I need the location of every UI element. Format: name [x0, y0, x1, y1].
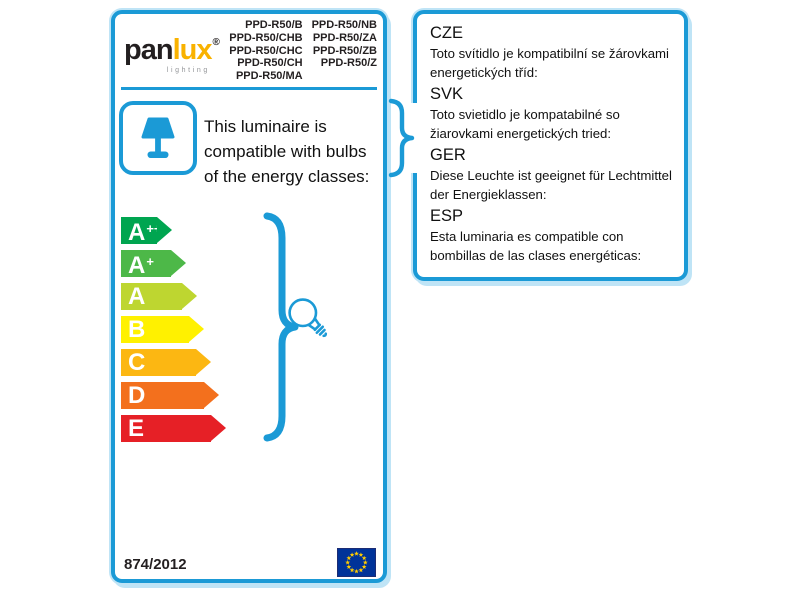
- eu-star-icon: [346, 555, 352, 561]
- eu-star-icon: [349, 552, 355, 557]
- eu-flag-stars: [345, 551, 368, 574]
- arrow-tip-icon: [211, 415, 226, 441]
- product-code: PPD-R50/ZA: [312, 31, 377, 44]
- arrow-tip-icon: [157, 217, 172, 243]
- eu-star-icon: [345, 559, 351, 565]
- language-code-esp: ESP: [430, 207, 464, 225]
- energy-class-label: B: [128, 315, 146, 343]
- language-text-svk: Toto svietidlo je kompatabilné so žiarov…: [430, 107, 620, 141]
- product-code-column-1: PPD-R50/B PPD-R50/CHB PPD-R50/CHC PPD-R50/C…: [229, 19, 302, 83]
- energy-label-panel: panlux® lighting PPD-R50/B PPD-R50/CHB PPD…: [111, 10, 387, 583]
- regulation-number: 874/2012: [124, 556, 187, 573]
- product-code: PPD-R50/B: [245, 19, 303, 31]
- arrow-tip-icon: [171, 250, 186, 276]
- energy-class-label: E: [128, 414, 145, 442]
- language-code-svk: SVK: [430, 85, 464, 103]
- registered-trademark-icon: ®: [212, 37, 220, 48]
- table-lamp-icon: [141, 117, 175, 158]
- energy-class-arrow: D: [121, 381, 219, 409]
- product-code: PPD-R50/Z: [320, 57, 377, 70]
- energy-class-arrow: E: [121, 414, 226, 442]
- eu-star-icon: [358, 567, 364, 573]
- energy-class-label: A+: [128, 251, 154, 279]
- pointer-brace-icon: [388, 98, 415, 178]
- energy-class-label: A: [128, 282, 146, 310]
- eu-star-icon: [361, 564, 367, 569]
- energy-class-label: A++: [128, 218, 162, 246]
- eu-star-icon: [362, 559, 368, 565]
- energy-class-arrow: C: [121, 348, 211, 376]
- language-code-cze: CZE: [430, 24, 463, 42]
- language-text-esp: Esta luminaria es compatible con bombill…: [430, 229, 642, 263]
- energy-class-arrow: A+: [121, 250, 186, 279]
- energy-class-list: A++ A+ A B C D E: [121, 217, 226, 448]
- energy-class-arrow: B: [121, 315, 204, 343]
- eu-star-icon: [354, 551, 359, 556]
- language-text-ger: Diese Leuchte ist geeignet für Lechtmitt…: [430, 168, 672, 202]
- arrow-tip-icon: [196, 349, 211, 375]
- product-code: PPD-R50/NB: [311, 19, 377, 31]
- logo-text-pan: pan: [124, 34, 174, 66]
- eu-star-icon: [346, 564, 352, 569]
- lamp-icon-box: [119, 101, 197, 175]
- product-code-list: PPD-R50/B PPD-R50/CHB PPD-R50/CHC PPD-R50/C…: [229, 19, 377, 83]
- eu-flag-icon: [337, 548, 376, 577]
- arrow-tip-icon: [204, 382, 219, 408]
- product-code: PPD-R50/CHB: [229, 31, 303, 44]
- language-text-cze: Toto svítidlo je kompatibilní se žárovka…: [430, 46, 669, 80]
- energy-class-arrow: A: [121, 282, 197, 310]
- eu-star-icon: [349, 567, 355, 573]
- arrow-tip-icon: [182, 283, 197, 309]
- eu-star-icon: [358, 552, 364, 557]
- panlux-logo: panlux® lighting: [124, 36, 220, 75]
- logo-wordmark: panlux®: [124, 36, 220, 65]
- compatibility-note: This luminaire is compatible with bulbs …: [204, 117, 370, 186]
- energy-class-label: C: [128, 348, 146, 376]
- eu-star-icon: [361, 555, 367, 561]
- translations-panel: CZE Toto svítidlo je kompatibilní se žár…: [388, 10, 688, 281]
- logo-tagline: lighting: [166, 67, 210, 74]
- product-code: PPD-R50/MA: [235, 70, 303, 83]
- energy-class-label: D: [128, 381, 146, 409]
- light-bulb-icon: [288, 298, 328, 338]
- language-code-ger: GER: [430, 146, 466, 164]
- product-code: PPD-R50/CH: [237, 57, 303, 70]
- product-code: PPD-R50/ZB: [312, 44, 377, 57]
- logo-text-lux: lux: [172, 34, 213, 66]
- eu-star-icon: [354, 568, 359, 574]
- product-code: PPD-R50/CHC: [229, 44, 303, 57]
- energy-class-arrow: A++: [121, 217, 172, 245]
- product-code-column-2: PPD-R50/NB PPD-R50/ZA PPD-R50/ZB PPD-R50/Z: [312, 19, 377, 70]
- arrow-tip-icon: [189, 316, 204, 342]
- curly-brace-icon: [263, 212, 299, 442]
- language-sections: CZE Toto svítidlo je kompatibilní se žár…: [417, 14, 684, 265]
- header-divider: [121, 87, 377, 90]
